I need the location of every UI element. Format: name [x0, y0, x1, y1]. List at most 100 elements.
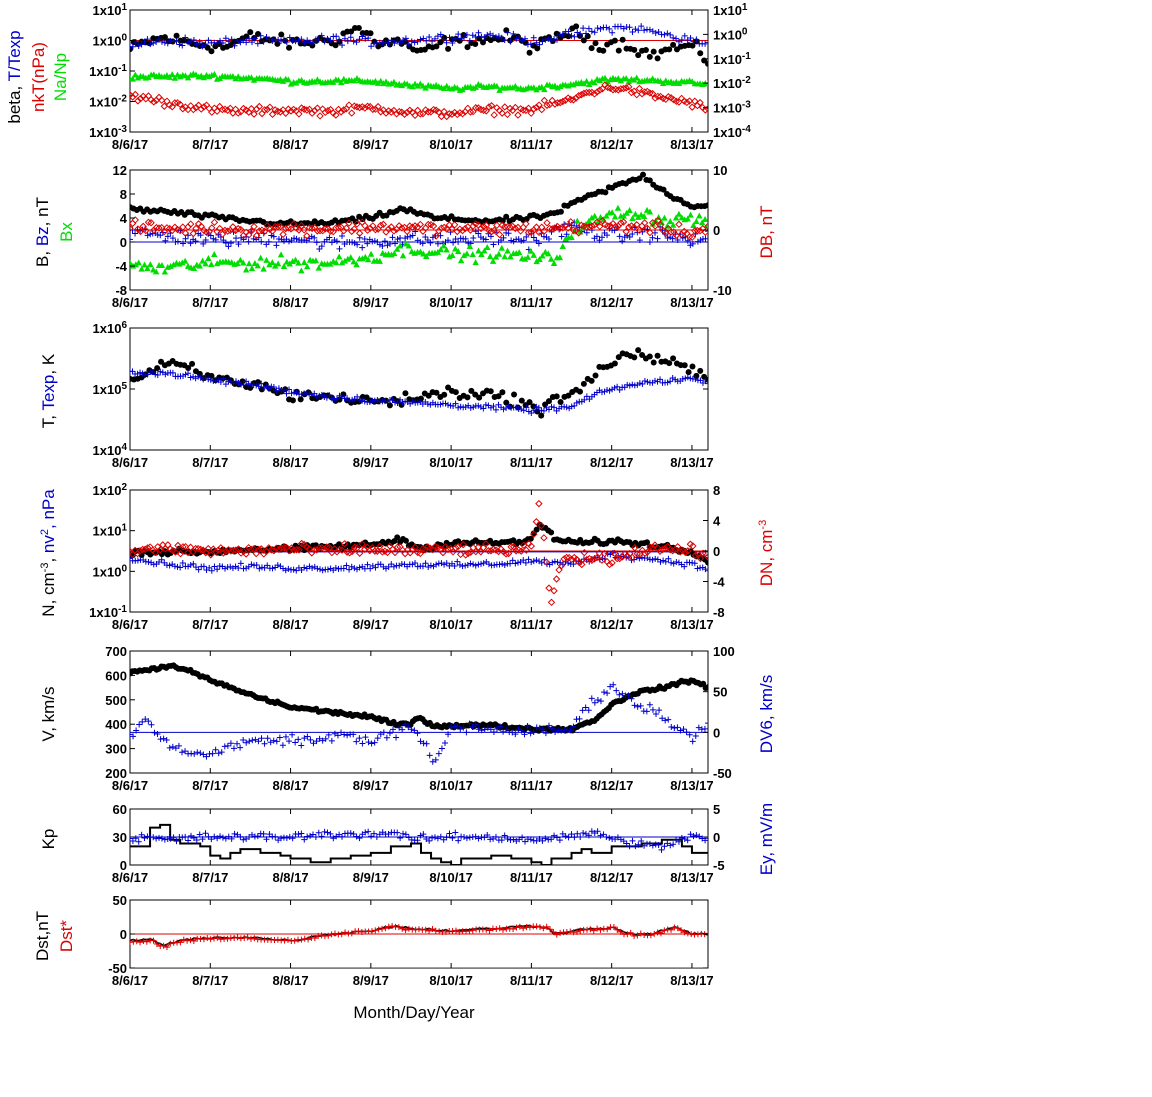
data-point	[466, 928, 473, 935]
data-point	[174, 238, 181, 245]
data-point	[629, 215, 636, 222]
data-point	[247, 105, 256, 113]
data-point	[185, 837, 192, 844]
series-1	[130, 171, 708, 228]
data-point	[216, 224, 224, 233]
data-point	[623, 552, 631, 560]
data-point	[501, 37, 508, 44]
data-point	[199, 257, 206, 264]
data-point	[138, 265, 145, 272]
data-point	[569, 226, 578, 234]
data-point	[334, 732, 341, 739]
data-point	[186, 220, 195, 228]
data-point	[318, 932, 325, 939]
panel-1: 1x10-31x10-21x10-11x1001x1011x10-41x10-3…	[89, 2, 751, 153]
data-point	[185, 364, 192, 371]
data-point	[215, 750, 222, 757]
data-point	[237, 833, 244, 840]
data-point	[640, 88, 649, 96]
data-point	[668, 926, 675, 933]
data-point	[539, 726, 546, 733]
data-point	[600, 831, 607, 838]
data-point	[368, 43, 375, 50]
y2-tick-label: 0	[713, 830, 720, 845]
data-point	[150, 937, 157, 944]
data-point	[217, 544, 225, 552]
data-point	[666, 360, 673, 367]
data-point	[611, 222, 620, 231]
data-point	[545, 406, 552, 413]
data-point	[536, 724, 543, 731]
x-tick-label: 8/8/17	[272, 137, 308, 152]
data-point	[345, 219, 353, 227]
data-point	[499, 389, 506, 396]
data-point	[522, 106, 530, 115]
data-point	[318, 32, 325, 39]
data-point	[227, 563, 234, 570]
data-point	[323, 543, 331, 551]
data-point	[537, 521, 546, 530]
data-point	[673, 35, 680, 42]
data-point	[324, 106, 332, 115]
data-point	[457, 403, 464, 410]
data-point	[548, 529, 555, 536]
data-point	[549, 725, 556, 732]
y2-tick-label-base: 1x10	[713, 27, 742, 42]
data-point	[282, 224, 290, 233]
data-point	[524, 104, 533, 112]
data-point	[213, 107, 221, 115]
data-point	[194, 544, 202, 553]
data-point	[361, 565, 368, 572]
data-point	[670, 41, 677, 48]
x-tick-label: 8/6/17	[112, 617, 148, 632]
y2-tick-label: 1x10-3	[713, 99, 751, 116]
data-point	[637, 702, 644, 709]
data-point	[140, 938, 147, 945]
data-point	[519, 106, 527, 114]
data-point	[167, 940, 174, 947]
data-point	[576, 715, 583, 722]
data-point	[217, 379, 224, 386]
data-point	[306, 390, 313, 397]
data-point	[147, 219, 155, 227]
y2-tick-label-base: 100	[713, 644, 735, 659]
data-point	[223, 106, 232, 114]
data-point	[443, 246, 450, 253]
data-point	[311, 935, 318, 942]
data-point	[429, 105, 438, 114]
data-point	[646, 208, 654, 215]
data-point	[512, 560, 519, 567]
data-point	[694, 565, 701, 572]
data-point	[639, 554, 646, 561]
data-point	[691, 560, 698, 567]
data-point	[520, 557, 527, 564]
data-point	[266, 103, 274, 111]
data-point	[452, 35, 459, 42]
y-tick-label-exp: 1	[121, 522, 127, 533]
data-point	[424, 401, 431, 408]
data-point	[316, 735, 323, 742]
y-tick-label: 1x100	[93, 32, 128, 49]
series-1	[130, 823, 708, 865]
data-point	[681, 563, 688, 570]
data-point	[503, 726, 510, 733]
data-point	[253, 561, 260, 568]
y2-tick-label: 0	[713, 223, 720, 238]
y-label-left-part: Kp	[39, 829, 58, 850]
data-point	[200, 240, 207, 247]
data-point	[445, 384, 452, 391]
data-point	[533, 724, 540, 731]
y2-tick-label: 1x10-2	[713, 75, 751, 92]
data-point	[347, 34, 354, 41]
data-point	[287, 80, 295, 87]
y-label-left: V, km/s	[39, 686, 58, 741]
data-point	[445, 45, 452, 52]
y-label-left: T, Texp, K	[39, 353, 58, 428]
data-point	[489, 257, 497, 264]
data-point	[245, 380, 252, 387]
data-point	[588, 556, 596, 565]
data-point	[179, 543, 187, 551]
data-point	[582, 704, 589, 711]
series-1	[130, 347, 708, 419]
data-point	[196, 262, 203, 269]
